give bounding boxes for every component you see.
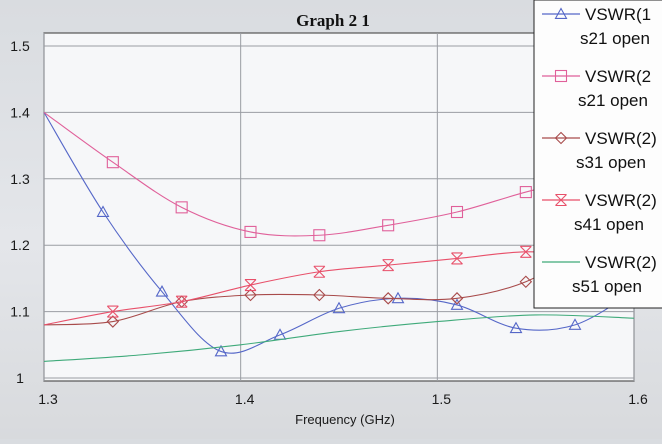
data-point-1-3 <box>214 344 228 357</box>
y-tick-label: 1.4 <box>10 104 30 120</box>
data-point-2-1 <box>106 156 119 169</box>
data-point-3-3 <box>244 288 257 302</box>
data-point-4-3 <box>244 278 257 292</box>
x-tick-label: 1.4 <box>235 391 255 407</box>
series-line-1 <box>43 112 635 354</box>
legend-name-3: VSWR(2) <box>585 129 657 148</box>
data-point-1-9 <box>568 318 582 330</box>
data-point-4-5 <box>382 259 395 272</box>
legend-marker-2 <box>554 69 568 83</box>
data-point-1-7 <box>450 298 464 310</box>
data-point-4-7 <box>519 245 532 258</box>
legend-box <box>533 0 662 309</box>
data-point-1-2 <box>155 285 169 297</box>
y-tick-label: 1.3 <box>10 171 30 187</box>
data-point-2-6 <box>450 205 464 219</box>
x-axis-ticks: 1.3 1.4 1.5 1.6 <box>38 391 648 407</box>
data-point-3-4 <box>313 288 326 302</box>
data-point-2-4 <box>313 229 326 242</box>
series-line-5 <box>43 314 635 362</box>
data-point-1-5 <box>332 301 346 314</box>
data-point-4-2 <box>175 295 188 308</box>
legend-marker-1 <box>554 7 568 19</box>
data-point-1-6 <box>391 291 405 304</box>
data-point-1-1 <box>96 205 110 217</box>
series-line-3 <box>43 241 595 326</box>
legend-marker-4 <box>555 193 567 207</box>
data-point-2-3 <box>244 225 257 238</box>
data-point-2-5 <box>382 219 395 232</box>
data-point-3-7 <box>519 275 533 288</box>
legend: VSWR(1 s21 open VSWR(2 s21 open VSWR(2) s31 o… <box>533 0 662 309</box>
y-tick-label: 1.2 <box>10 237 30 253</box>
y-axis-ticks: 1 1.1 1.2 1.3 1.4 1.5 <box>10 38 30 386</box>
y-tick-label: 1.1 <box>10 304 30 320</box>
legend-marker-3 <box>554 131 568 145</box>
chart-title: Graph 2 1 <box>296 11 370 30</box>
y-tick-label: 1 <box>16 370 24 386</box>
data-point-1-8 <box>509 321 523 334</box>
legend-name-4: VSWR(2) <box>585 191 657 210</box>
legend-sub-2: s21 open <box>578 91 648 110</box>
series-5 <box>43 314 635 362</box>
data-point-2-7 <box>519 186 532 199</box>
x-tick-label: 1.6 <box>628 391 648 407</box>
legend-name-1: VSWR(1 <box>585 5 651 24</box>
legend-name-2: VSWR(2 <box>585 67 651 86</box>
data-point-3-1 <box>106 315 120 328</box>
y-tick-label: 1.5 <box>10 38 30 54</box>
legend-sub-5: s51 open <box>572 277 642 296</box>
data-point-2-2 <box>175 201 188 214</box>
x-tick-label: 1.3 <box>38 391 58 407</box>
data-point-4-6 <box>451 252 463 265</box>
series-layer <box>43 111 641 362</box>
series-line-2 <box>43 111 595 237</box>
x-tick-label: 1.5 <box>432 391 452 407</box>
data-point-4-4 <box>313 265 326 278</box>
x-axis-label: Frequency (GHz) <box>295 412 395 427</box>
data-point-3-5 <box>381 292 395 305</box>
legend-name-5: VSWR(2) <box>585 253 657 272</box>
legend-sub-3: s31 open <box>576 153 646 172</box>
legend-sub-4: s41 open <box>574 215 644 234</box>
legend-sub-1: s21 open <box>580 29 650 48</box>
data-point-4-1 <box>106 305 119 318</box>
data-point-3-6 <box>450 292 464 305</box>
